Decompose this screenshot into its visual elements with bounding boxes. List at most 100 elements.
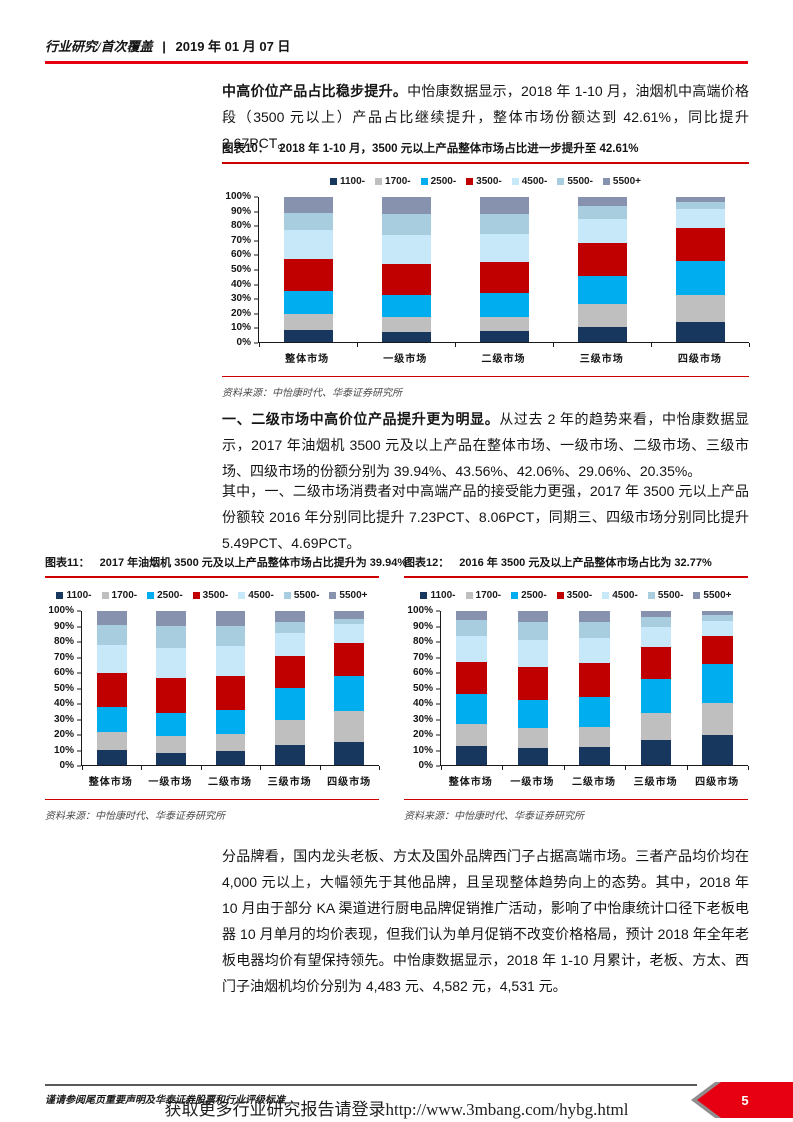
legend-label: 1100- [66,590,92,601]
legend-item: 2500- [511,590,547,601]
bar-segment-1100- [479,331,529,342]
y-tick-mark [436,734,440,736]
stacked-bar [283,197,333,342]
y-tick-label: 0% [59,760,74,771]
legend-swatch-icon [647,592,655,599]
y-tick-label: 80% [53,636,74,647]
bar-segment-5500- [701,614,733,622]
y-tick-label: 90% [412,620,433,632]
figure-12-label: 图表12： [404,557,450,569]
bar-segment-3500- [701,635,733,665]
bar-segment-1700- [701,702,733,735]
bar-segment-5500- [283,213,333,231]
y-tick-label: 20% [230,307,251,319]
x-tick-mark [200,766,202,770]
bar-segment-1700- [215,734,246,752]
bar-segment-3500- [96,672,127,707]
stacked-bar [215,611,246,765]
x-tick-mark [379,766,380,770]
bar-column [441,611,502,765]
report-date: 2019 年 01 月 07 日 [175,39,291,54]
figure-12-source: 资料来源：中怡康时代、华泰证券研究所 [404,811,584,822]
legend-label: 2500- [430,176,457,187]
bar-segment-2500- [96,706,127,732]
y-tick-label: 70% [412,651,433,663]
y-tick-label: 0% [418,760,433,771]
bar-segment-3500- [640,647,672,679]
bar-segment-4500- [456,636,488,662]
bar-segment-5500- [96,624,127,645]
y-tick-label: 90% [53,620,74,632]
bar-segment-5500+ [334,611,365,619]
y-tick-mark [436,688,440,689]
plot-area [258,197,750,347]
bar-segment-2500- [517,700,549,729]
x-tick-mark [357,343,358,347]
bar-segment-3500- [275,655,305,689]
bar-segment-3500- [283,258,333,291]
x-tick-mark [651,343,652,347]
legend-label: 1100- [430,590,456,601]
badge-ribbon: 5 [697,1082,793,1118]
legend-item: 1100- [329,176,366,187]
bar-segment-4500- [640,627,672,648]
footer-divider [45,1084,697,1086]
x-tick-mark [553,343,554,347]
paragraph-3: 其中，一、二级市场消费者对中高端产品的接受能力更强，2017 年 3500 元以… [222,483,749,551]
legend-label: 3500- [566,590,593,601]
y-tick-mark [254,342,258,344]
stacked-bar [381,197,431,342]
stacked-bar [479,197,529,342]
bar-segment-1100- [215,751,246,765]
bar-segment-5500- [275,621,305,633]
bar-segment-5500+ [479,197,529,215]
bar-segment-2500- [675,260,725,295]
legend-label: 4500- [521,176,548,187]
y-tick-mark [436,719,440,720]
legend-item: 1100- [56,590,92,601]
bar-segment-5500+ [640,611,672,618]
bar-segment-5500- [381,214,431,235]
x-axis-label: 四级市场 [695,777,740,788]
x-axis-label: 三级市场 [633,777,678,788]
y-tick-mark [436,765,440,767]
y-tick-mark [77,703,81,705]
legend-item: 4500- [238,590,274,601]
y-tick-label: 20% [53,729,74,740]
legend-label: 1700- [111,590,138,601]
y-tick-mark [436,672,440,674]
legend-label: 2500- [521,590,547,601]
bar-column [651,197,749,342]
x-tick-mark [455,343,456,347]
y-tick-mark [254,269,258,271]
bar-segment-1700- [640,712,672,741]
y-tick-label: 90% [230,205,251,217]
bar-segment-1100- [456,745,488,765]
bar-column [320,611,379,765]
bar-segment-4500- [283,230,333,259]
bar-segment-5500+ [283,197,333,213]
bar-segment-5500+ [456,611,488,621]
figure-11-source: 资料来源：中怡康时代、华泰证券研究所 [45,811,225,822]
bar-column [82,611,141,765]
bar-segment-4500- [675,209,725,229]
legend-item: 5500+ [693,590,732,601]
legend-swatch-icon [192,592,200,599]
bar-segment-1100- [156,752,186,765]
x-tick-mark [625,766,627,770]
bar-segment-1700- [675,294,725,323]
footer-disclaimer: 谨请参阅尾页重要声明及华泰证券股票和行业评级标准 [45,1095,285,1106]
bar-segment-5500+ [579,611,610,622]
bar-segment-2500- [456,694,488,725]
bar-segment-1100- [283,330,333,342]
legend-label: 5500- [567,176,593,187]
y-tick-mark [77,719,81,720]
bar-column [564,611,625,765]
stacked-bar [640,611,672,765]
legend-label: 1100- [339,176,366,187]
figure-11-label: 图表11： [45,557,90,569]
legend-label: 2500- [157,590,183,601]
figure-12-title: 图表12： 2016 年 3500 元及以上产品整体市场占比为 32.77% [404,556,748,578]
legend-label: 4500- [248,590,274,601]
chart-legend: 1100- 1700- 2500- 3500- 4500- 5500- 5500+ [222,176,749,187]
